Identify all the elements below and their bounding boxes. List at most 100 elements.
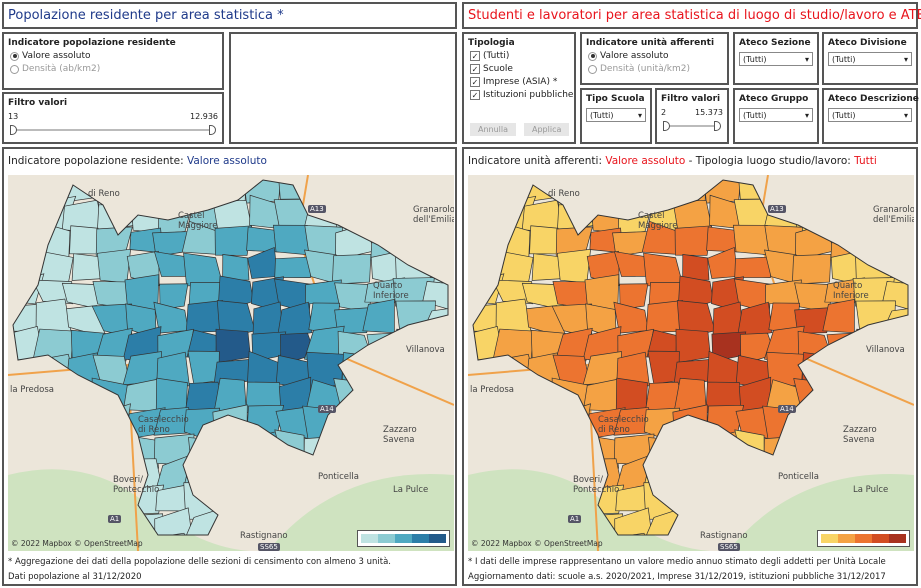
area-statistica[interactable]	[155, 377, 188, 414]
range-slider[interactable]	[663, 121, 721, 131]
slider-max: 12.936	[190, 112, 218, 121]
left-map-panel: Indicatore popolazione residente: Valore…	[2, 147, 457, 586]
map-place-label: Zazzaro Savena	[843, 425, 877, 445]
units-indicator-control: Indicatore unità afferenti Valore assolu…	[580, 32, 729, 85]
check-icon: ✓	[470, 64, 480, 74]
area-statistica[interactable]	[791, 253, 832, 285]
title-prefix: Indicatore unità afferenti:	[468, 155, 606, 167]
title-mid: - Tipologia luogo studio/lavoro:	[685, 155, 855, 167]
legend-swatch	[838, 534, 855, 543]
area-statistica[interactable]	[159, 283, 189, 310]
map-place-label: Granarolo dell'Emilia	[873, 205, 914, 225]
title-value: Valore assoluto	[186, 155, 267, 167]
radio-valore-assoluto[interactable]: Valore assoluto	[10, 51, 222, 61]
radio-densita[interactable]: Densità (ab/km2)	[10, 64, 222, 74]
ateco-descrizione-dropdown[interactable]: (Tutti) ▾	[828, 108, 912, 122]
option-label: Imprese (ASIA) *	[483, 77, 558, 87]
map-place-label: Quarto Inferiore	[373, 281, 409, 301]
area-statistica[interactable]	[97, 248, 131, 284]
radio-icon	[10, 64, 19, 74]
area-statistica[interactable]	[674, 225, 712, 256]
area-statistica[interactable]	[619, 283, 649, 310]
radio-densita[interactable]: Densità (unità/km2)	[588, 64, 727, 74]
ateco-gruppo-dropdown[interactable]: (Tutti) ▾	[739, 108, 813, 122]
tipo-scuola-dropdown[interactable]: (Tutti) ▾	[586, 108, 646, 122]
option-label: Densità (unità/km2)	[600, 64, 690, 74]
apply-button[interactable]: Applica	[524, 123, 570, 136]
map-place-label: Casalecchio di Reno	[598, 415, 649, 435]
area-statistica[interactable]	[555, 327, 593, 362]
area-statistica[interactable]	[31, 279, 73, 305]
area-statistica[interactable]	[331, 253, 372, 285]
caret-down-icon: ▾	[804, 110, 809, 120]
checkbox-istituzioni[interactable]: ✓ Istituzioni pubbliche	[470, 90, 574, 100]
slider-min: 2	[661, 108, 667, 117]
title-value2: Tutti	[854, 155, 877, 167]
area-statistica[interactable]	[645, 300, 683, 333]
area-statistica[interactable]	[682, 253, 710, 282]
highway-road	[468, 363, 599, 551]
map-svg[interactable]	[8, 175, 454, 551]
area-statistica[interactable]	[222, 253, 250, 282]
ateco-divisione-dropdown[interactable]: (Tutti) ▾	[828, 52, 912, 66]
slider-handle-max[interactable]	[209, 125, 216, 135]
highway-road	[8, 363, 139, 551]
road-shield: A13	[768, 205, 786, 213]
left-map-title: Indicatore popolazione residente: Valore…	[8, 155, 455, 167]
road-shield: A14	[318, 405, 336, 413]
map-attribution[interactable]: © 2022 Mapbox © OpenStreetMap	[471, 539, 603, 548]
area-statistica[interactable]	[675, 328, 711, 364]
area-statistica[interactable]	[734, 256, 773, 278]
map-place-label: Boveri/ Pontecchio	[573, 475, 620, 495]
range-slider[interactable]	[10, 125, 216, 135]
road-shield: A1	[568, 515, 582, 523]
area-statistica[interactable]	[185, 300, 223, 333]
map-attribution[interactable]: © 2022 Mapbox © OpenStreetMap	[11, 539, 143, 548]
legend-swatch	[429, 534, 446, 543]
tipologia-control: Tipologia ✓ (Tutti) ✓ Scuole ✓ Imprese (ASI…	[462, 32, 576, 144]
left-title-bar: Popolazione residente per area statistic…	[2, 2, 457, 29]
hills-area	[8, 469, 268, 551]
checkbox-tutti[interactable]: ✓ (Tutti)	[470, 51, 574, 61]
legend-swatch	[361, 534, 378, 543]
checkbox-scuole[interactable]: ✓ Scuole	[470, 64, 574, 74]
radio-icon	[588, 51, 597, 61]
slider-handle-min[interactable]	[663, 121, 670, 131]
check-icon: ✓	[470, 90, 480, 100]
option-label: (Tutti)	[483, 51, 510, 61]
area-statistica[interactable]	[529, 225, 559, 255]
cancel-button[interactable]: Annulla	[470, 123, 517, 136]
area-statistica[interactable]	[557, 248, 591, 284]
map-place-label: Villanova	[406, 345, 445, 355]
city-boundary	[472, 179, 909, 536]
area-statistica[interactable]	[615, 377, 648, 414]
checkbox-imprese[interactable]: ✓ Imprese (ASIA) *	[470, 77, 574, 87]
map-place-label: Casalecchio di Reno	[138, 415, 189, 435]
area-statistica[interactable]	[276, 301, 313, 339]
area-statistica[interactable]	[491, 279, 533, 305]
area-statistica[interactable]	[154, 507, 194, 547]
empty-panel	[229, 32, 457, 144]
ateco-sezione-control: Ateco Sezione (Tutti) ▾	[733, 32, 819, 85]
dropdown-value: (Tutti)	[832, 54, 856, 64]
check-icon: ✓	[470, 51, 480, 61]
area-statistica[interactable]	[736, 301, 773, 339]
legend-swatch	[412, 534, 429, 543]
map-place-label: Ponticella	[778, 472, 819, 482]
legend-swatch	[378, 534, 395, 543]
ateco-sezione-dropdown[interactable]: (Tutti) ▾	[739, 52, 813, 66]
units-map[interactable]: di Reno Castel Maggiore Granarolo dell'Emi…	[468, 175, 914, 551]
area-statistica[interactable]	[214, 225, 252, 256]
area-statistica[interactable]	[95, 327, 133, 362]
slider-handle-max[interactable]	[714, 121, 721, 131]
radio-valore-assoluto[interactable]: Valore assoluto	[588, 51, 727, 61]
slider-handle-min[interactable]	[10, 125, 17, 135]
population-map[interactable]: di Reno Castel Maggiore Granarolo dell'Emi…	[8, 175, 454, 551]
tipo-scuola-control: Tipo Scuola (Tutti) ▾	[580, 88, 652, 144]
area-statistica[interactable]	[69, 225, 99, 255]
population-indicator-control: Indicatore popolazione residente Valore …	[2, 32, 224, 90]
area-statistica[interactable]	[215, 328, 251, 364]
area-statistica[interactable]	[274, 256, 313, 278]
map-svg[interactable]	[468, 175, 914, 551]
area-statistica[interactable]	[614, 507, 654, 547]
